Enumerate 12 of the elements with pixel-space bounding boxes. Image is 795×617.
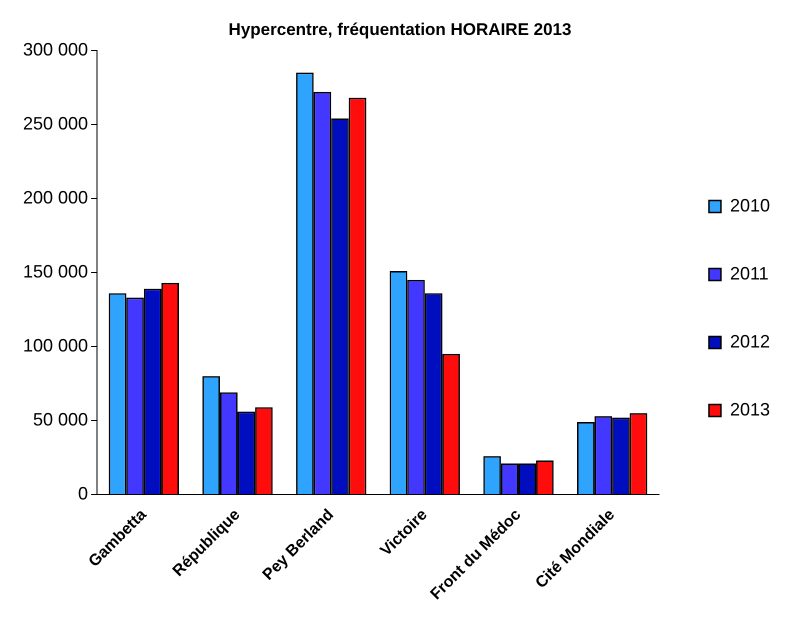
y-tick-label: 0	[78, 484, 88, 504]
y-tick-label: 50 000	[33, 410, 88, 430]
y-tick-label: 300 000	[22, 39, 88, 60]
legend-label: 2010	[730, 195, 770, 216]
y-tick-label: 250 000	[22, 113, 88, 134]
chart-title: Hypercentre, fréquentation HORAIRE 2013	[228, 20, 572, 39]
y-tick-label: 100 000	[22, 335, 88, 356]
legend-label: 2012	[730, 331, 770, 352]
y-tick-label: 200 000	[22, 187, 88, 208]
legend-label: 2011	[730, 263, 769, 284]
y-tick-label: 150 000	[22, 261, 88, 282]
legend-label: 2013	[730, 399, 770, 420]
